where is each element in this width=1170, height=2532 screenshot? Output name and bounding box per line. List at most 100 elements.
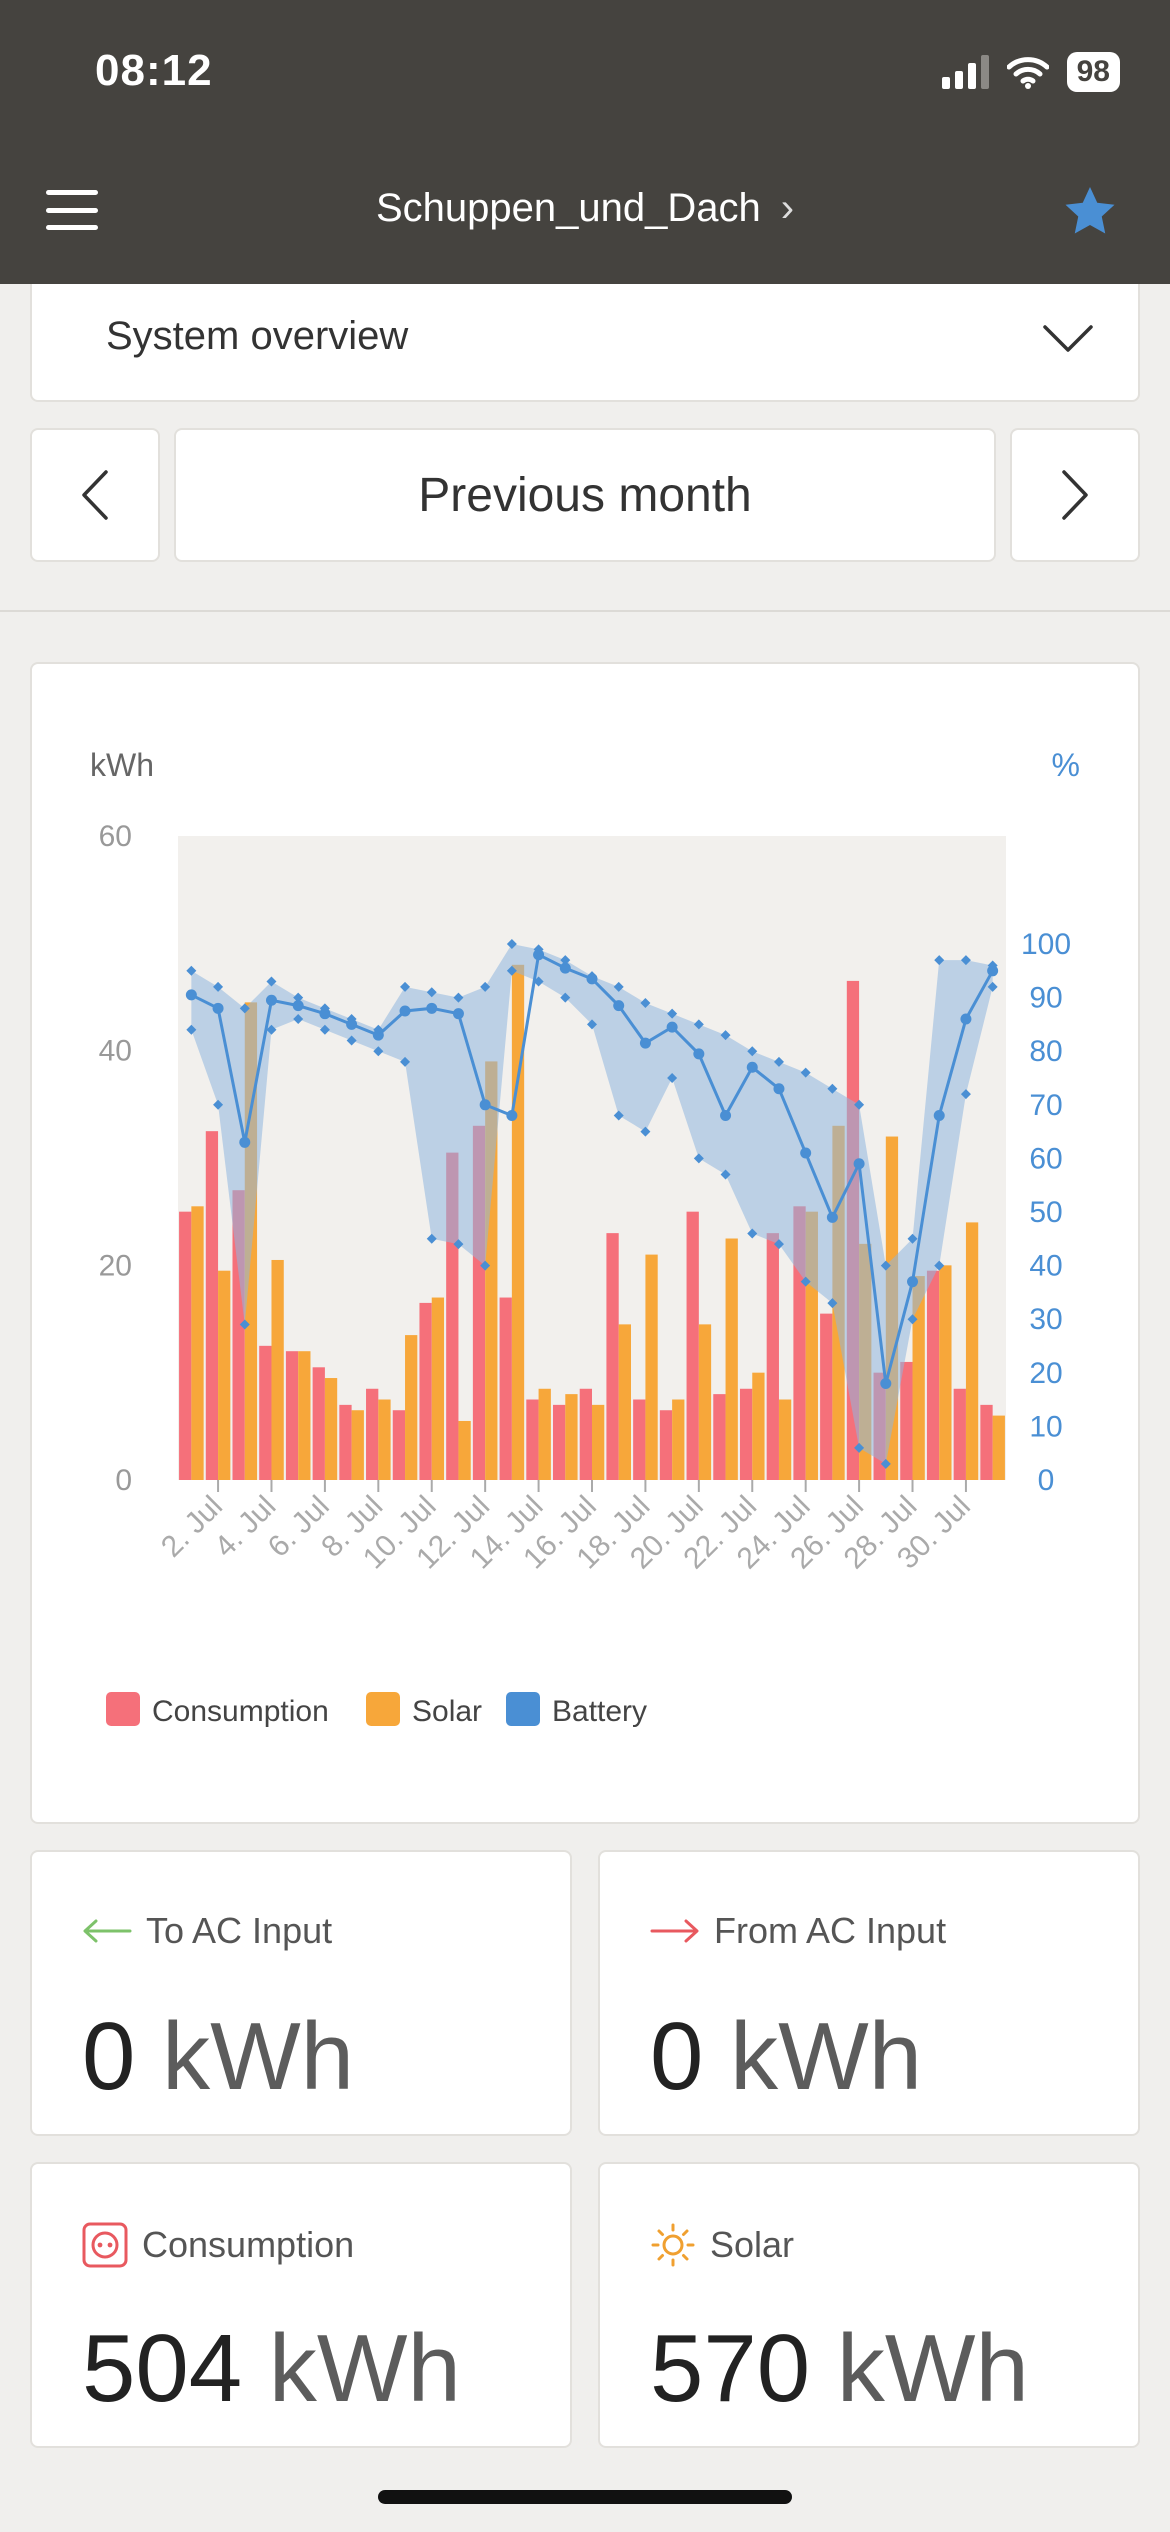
battery-point — [960, 1013, 972, 1025]
consumption-bar — [633, 1399, 646, 1480]
battery-range-marker — [239, 1319, 250, 1330]
stat-value: 0 kWh — [650, 2003, 923, 2110]
consumption-bar — [766, 1233, 779, 1480]
previous-period-button[interactable] — [30, 428, 160, 562]
energy-chart[interactable]: kWh % 0 20 40 60 0 10 20 30 40 50 60 70 80 90 100 2. Ju… — [32, 664, 1138, 1822]
battery-point — [265, 994, 277, 1006]
next-period-button[interactable] — [1010, 428, 1140, 562]
battery-range-marker — [506, 939, 517, 949]
battery-range-marker — [560, 955, 571, 966]
left-tick-label: 40 — [99, 1035, 132, 1068]
stat-card-to-ac-input[interactable]: To AC Input 0 kWh — [30, 1850, 572, 2136]
solar-bar — [618, 1324, 631, 1480]
battery-range-marker — [453, 992, 464, 1003]
battery-point — [372, 1029, 384, 1041]
legend-swatch — [106, 1692, 140, 1726]
battery-point — [319, 1008, 331, 1020]
battery-range-marker — [213, 1099, 224, 1110]
home-indicator[interactable] — [378, 2490, 792, 2504]
consumption-bar — [606, 1233, 619, 1480]
stat-value: 570 kWh — [650, 2315, 1029, 2422]
power-outlet-icon — [82, 2222, 128, 2268]
battery-range-marker — [800, 1276, 811, 1287]
battery-point — [185, 989, 197, 1001]
consumption-bar — [366, 1388, 379, 1480]
legend-swatch — [366, 1692, 400, 1726]
chevron-right-icon — [1062, 470, 1088, 520]
battery-range-marker — [346, 1035, 357, 1046]
solar-bar — [565, 1394, 578, 1480]
legend-label: Consumption — [152, 1695, 329, 1728]
consumption-bar — [392, 1410, 406, 1480]
battery-range-marker — [720, 1030, 731, 1041]
battery-point — [853, 1158, 865, 1170]
cellular-signal-icon — [941, 55, 989, 89]
chevron-right-icon: › — [780, 186, 795, 230]
battery-range-marker — [693, 1153, 704, 1164]
battery-range-marker — [880, 1260, 891, 1271]
consumption-bar — [953, 1388, 966, 1480]
stat-value: 504 kWh — [82, 2315, 461, 2422]
battery-range-marker — [266, 976, 277, 987]
battery-point — [452, 1008, 464, 1020]
right-tick-label: 0 — [1038, 1464, 1055, 1497]
stat-card-from-ac-input[interactable]: From AC Input 0 kWh — [598, 1850, 1140, 2136]
period-label-button[interactable]: Previous month — [174, 428, 996, 562]
consumption-bar — [339, 1404, 352, 1480]
battery-range-marker — [747, 1228, 758, 1239]
solar-bar — [351, 1410, 364, 1480]
battery-range-marker — [667, 1008, 678, 1019]
consumption-bar — [312, 1367, 325, 1480]
battery-line-group — [185, 939, 999, 1469]
battery-point — [399, 1005, 411, 1017]
battery-point — [533, 949, 545, 961]
battery-range-marker — [293, 1014, 304, 1025]
stat-card-consumption[interactable]: Consumption 504 kWh — [30, 2162, 572, 2448]
battery-point — [639, 1037, 651, 1049]
battery-point — [907, 1276, 919, 1288]
solar-bar — [538, 1388, 551, 1480]
battery-point — [479, 1099, 491, 1111]
consumption-bar — [820, 1313, 833, 1480]
x-tick-label: 4. Jul — [208, 1490, 282, 1564]
battery-point — [212, 1002, 224, 1014]
consumption-bar — [259, 1345, 272, 1480]
site-title-text: Schuppen_und_Dach — [375, 186, 761, 230]
stat-card-solar[interactable]: Solar 570 kWh — [598, 2162, 1140, 2448]
battery-range-marker — [400, 1056, 411, 1067]
chevron-left-icon — [82, 470, 108, 520]
site-title[interactable]: Schuppen_und_Dach › — [0, 186, 1170, 231]
battery-range-marker — [293, 992, 304, 1003]
view-selector-label: System overview — [106, 314, 409, 358]
battery-point — [559, 962, 571, 974]
battery-range-marker — [319, 1024, 330, 1035]
battery-range-marker — [266, 1024, 277, 1035]
menu-button[interactable] — [46, 190, 98, 230]
battery-range-marker — [426, 987, 437, 998]
favorite-star-icon[interactable] — [1060, 182, 1120, 242]
solar-bar — [271, 1259, 284, 1480]
battery-point — [720, 1110, 732, 1122]
right-tick-label: 60 — [1029, 1142, 1062, 1175]
battery-range-marker — [213, 981, 224, 992]
right-tick-label: 50 — [1029, 1196, 1062, 1229]
consumption-bar — [579, 1388, 592, 1480]
right-tick-label: 90 — [1029, 982, 1062, 1015]
battery-range-marker — [480, 981, 491, 992]
battery-point — [746, 1061, 758, 1073]
left-tick-label: 0 — [115, 1464, 132, 1497]
solar-bar — [431, 1297, 445, 1480]
battery-range-marker — [533, 976, 544, 987]
battery-point — [239, 1136, 251, 1148]
battery-point — [346, 1018, 358, 1030]
battery-range-marker — [907, 1314, 918, 1325]
battery-range-marker — [186, 965, 197, 976]
view-selector-dropdown[interactable]: System overview — [30, 284, 1140, 402]
battery-range-marker — [854, 1099, 865, 1110]
battery-range-marker — [480, 1260, 491, 1271]
status-icons: 98 — [941, 50, 1120, 94]
battery-point — [773, 1083, 785, 1095]
battery-point — [933, 1110, 945, 1122]
battery-range-marker — [373, 1024, 384, 1035]
battery-range-marker — [426, 1233, 437, 1244]
